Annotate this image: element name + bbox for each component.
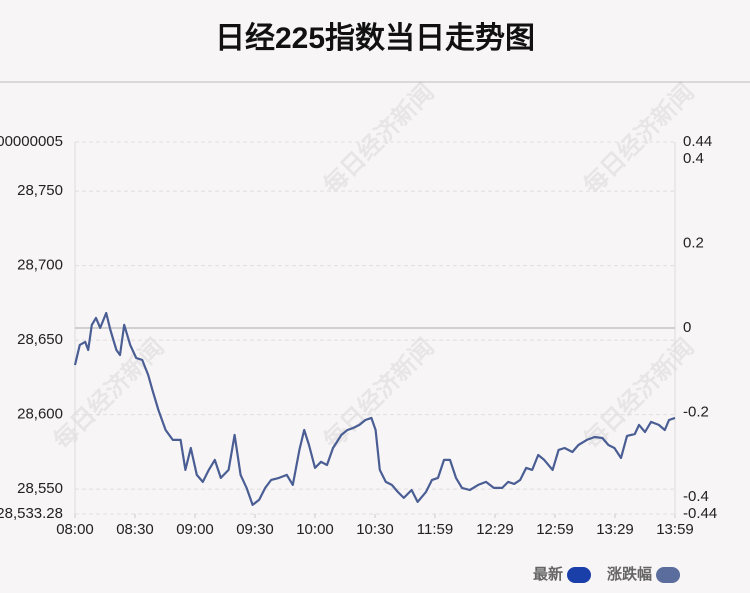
y-tick-label: 28,783.0000000005	[0, 133, 63, 150]
watermark: 每日经济新闻	[318, 333, 440, 455]
x-tick-label: 09:30	[236, 521, 274, 538]
watermark: 每日经济新闻	[578, 78, 700, 200]
y-tick-label: 28,650	[17, 331, 63, 348]
y-tick-label: 28,533.28	[0, 505, 63, 522]
x-tick-label: 08:30	[116, 521, 154, 538]
y-tick-label: 28,700	[17, 257, 63, 274]
x-tick-label: 11:59	[417, 521, 453, 538]
y2-tick-label: 0.2	[683, 234, 704, 251]
watermark: 每日经济新闻	[48, 333, 170, 455]
y2-tick-label: 0.44	[683, 133, 712, 150]
x-tick-label: 09:00	[176, 521, 214, 538]
y2-tick-label: -0.4	[683, 488, 709, 505]
x-tick-label: 10:30	[356, 521, 394, 538]
y-tick-label: 28,550	[17, 480, 63, 497]
y-tick-label: 28,600	[17, 406, 63, 423]
x-tick-label: 13:29	[596, 521, 634, 538]
watermark: 每日经济新闻	[318, 78, 440, 200]
legend-swatch	[567, 567, 592, 583]
y2-tick-label: -0.44	[683, 505, 717, 522]
price-line	[73, 311, 676, 506]
y2-tick-label: 0.4	[683, 150, 704, 167]
y2-tick-label: -0.2	[683, 404, 709, 421]
x-tick-label: 10:00	[296, 521, 334, 538]
legend-label: 最新	[533, 565, 563, 583]
legend-label: 涨跌幅	[607, 565, 652, 583]
x-tick-label: 13:59	[656, 521, 694, 538]
y2-tick-label: 0	[683, 319, 691, 336]
x-tick-label: 08:00	[56, 521, 94, 538]
chart-title: 日经225指数当日走势图	[215, 21, 535, 55]
y-tick-label: 28,750	[17, 182, 63, 199]
x-tick-label: 12:29	[476, 521, 514, 538]
x-tick-label: 12:59	[536, 521, 574, 538]
legend-swatch	[656, 567, 681, 583]
